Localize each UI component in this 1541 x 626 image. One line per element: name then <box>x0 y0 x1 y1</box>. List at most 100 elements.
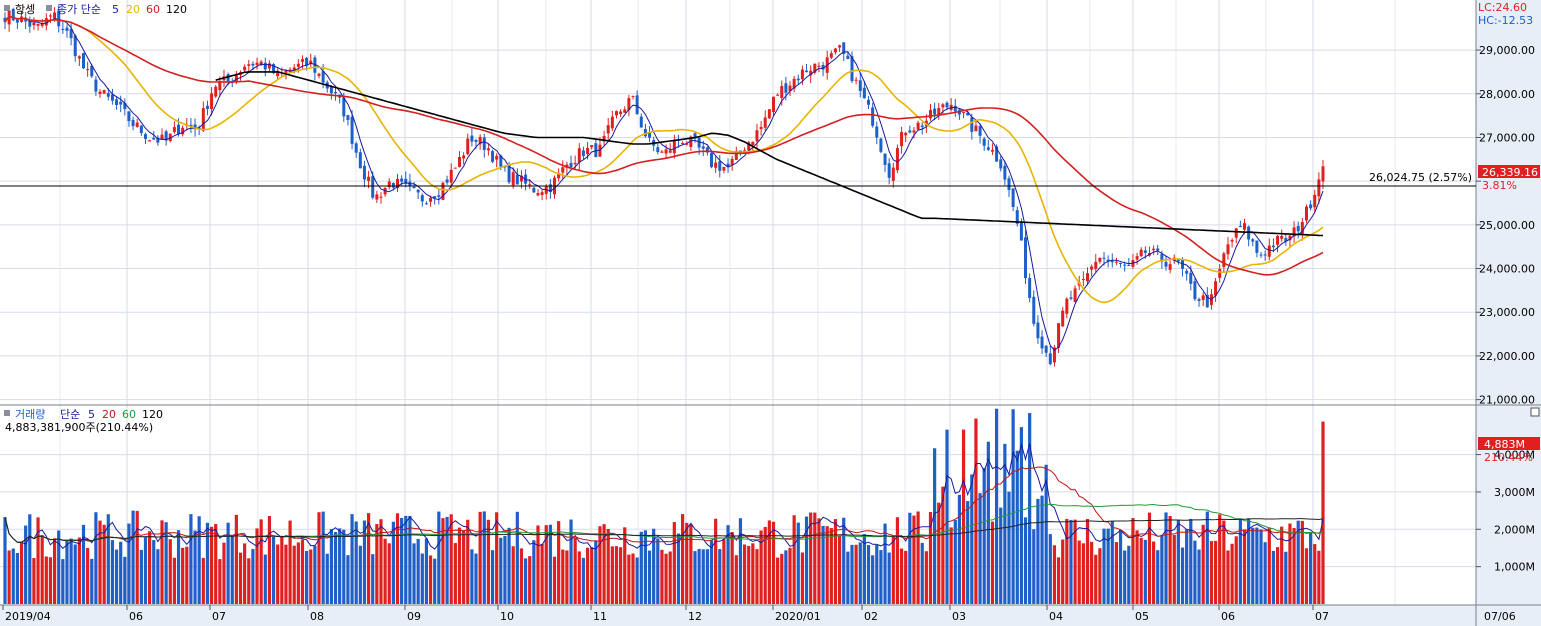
candle-body <box>168 133 172 142</box>
x-tick-label: 07 <box>1315 610 1329 623</box>
price-tick-label: 24,000.00 <box>1479 263 1535 276</box>
candle-body <box>1069 297 1073 299</box>
volume-bar <box>701 549 705 604</box>
volume-bar <box>1189 518 1193 604</box>
volume-bar <box>1263 542 1267 604</box>
volume-bar <box>590 547 594 604</box>
candle-body <box>1048 353 1052 365</box>
volume-bar <box>114 549 119 604</box>
candle-body <box>751 141 755 146</box>
candle-body <box>532 187 536 193</box>
candle-body <box>1218 269 1222 278</box>
price-legend-ma-square-icon <box>46 5 52 11</box>
candle-body <box>718 161 722 171</box>
volume-bar <box>680 514 685 604</box>
candle-body <box>201 108 205 131</box>
volume-bar <box>362 520 367 604</box>
volume-axis-ticks: 4,000M 3,000M 2,000M 1,000M <box>1476 449 1535 574</box>
candle-body <box>276 70 280 77</box>
volume-bar <box>945 429 949 604</box>
candle-body <box>462 155 466 159</box>
volume-ma120-line <box>4 517 1324 543</box>
volume-bar <box>342 529 346 604</box>
volume-bar <box>73 544 77 604</box>
volume-bar <box>916 511 920 604</box>
candle-body <box>871 107 875 126</box>
candle-body <box>734 150 738 160</box>
volume-bar <box>709 540 714 604</box>
volume-bar <box>309 549 313 604</box>
candle-body <box>1036 322 1040 339</box>
candle-body <box>1288 235 1292 241</box>
volume-bar <box>970 474 974 604</box>
x-tick-label: 11 <box>593 610 607 623</box>
candle-body <box>796 78 800 81</box>
candle-body <box>598 144 602 157</box>
volume-bar <box>1048 534 1052 604</box>
volume-bar <box>875 545 879 604</box>
volume-bar <box>1110 520 1114 604</box>
volume-bar <box>1197 549 1201 604</box>
volume-bar <box>751 543 755 604</box>
candle-body <box>1259 254 1263 256</box>
volume-bar <box>379 519 383 604</box>
candle-body <box>317 73 321 76</box>
ma60-line <box>4 15 1324 276</box>
candle-body <box>631 95 635 97</box>
candle-body <box>247 64 251 66</box>
volume-bar <box>251 549 255 604</box>
candle-body <box>1214 281 1218 296</box>
volume-bar <box>90 558 94 604</box>
volume-bars <box>3 408 1325 604</box>
volume-panel-toggle-icon[interactable] <box>1530 407 1540 417</box>
candle-body <box>143 134 147 139</box>
volume-bar <box>110 540 115 604</box>
volume-bar <box>631 553 635 604</box>
volume-bar <box>1114 542 1119 604</box>
volume-bar <box>581 557 586 604</box>
candle-body <box>887 163 891 178</box>
volume-bar <box>28 514 32 604</box>
volume-bar <box>52 538 57 604</box>
candle-body <box>449 169 453 183</box>
volume-legend-ma60: 60 <box>122 408 136 421</box>
volume-bar <box>536 525 540 604</box>
candle-body <box>784 83 788 93</box>
volume-bar <box>685 522 689 604</box>
volume-bar <box>424 538 429 604</box>
volume-bar <box>1156 550 1160 604</box>
volume-bar <box>1019 427 1023 604</box>
candle-body <box>156 137 160 143</box>
volume-bar <box>1094 554 1098 604</box>
volume-bar <box>462 530 466 604</box>
volume-bar <box>961 429 966 604</box>
candle-body <box>1280 235 1284 239</box>
candle-body <box>610 116 614 129</box>
volume-bar <box>689 524 693 604</box>
volume-bar <box>1069 519 1073 604</box>
volume-bar <box>1073 519 1077 604</box>
candle-body <box>986 147 990 150</box>
volume-bar <box>77 537 81 604</box>
volume-bar <box>1007 491 1011 604</box>
volume-bar <box>433 558 437 604</box>
volume-bar <box>222 542 226 604</box>
volume-bar <box>1309 532 1313 604</box>
candle-body <box>1044 345 1048 353</box>
candle-body <box>846 55 850 59</box>
candle-body <box>614 111 618 116</box>
candle-body <box>974 125 978 132</box>
candle-body <box>321 71 325 83</box>
candle-body <box>1222 253 1226 267</box>
candle-body <box>945 102 949 108</box>
volume-bar <box>788 547 792 604</box>
volume-bar <box>441 518 445 604</box>
candle-body <box>941 104 945 108</box>
candle-body <box>697 137 701 148</box>
volume-bar <box>639 531 643 604</box>
volume-bar <box>532 540 536 604</box>
volume-bar <box>883 523 887 604</box>
volume-bar <box>904 550 908 604</box>
candle-body <box>738 150 742 152</box>
candle-body <box>214 86 218 97</box>
